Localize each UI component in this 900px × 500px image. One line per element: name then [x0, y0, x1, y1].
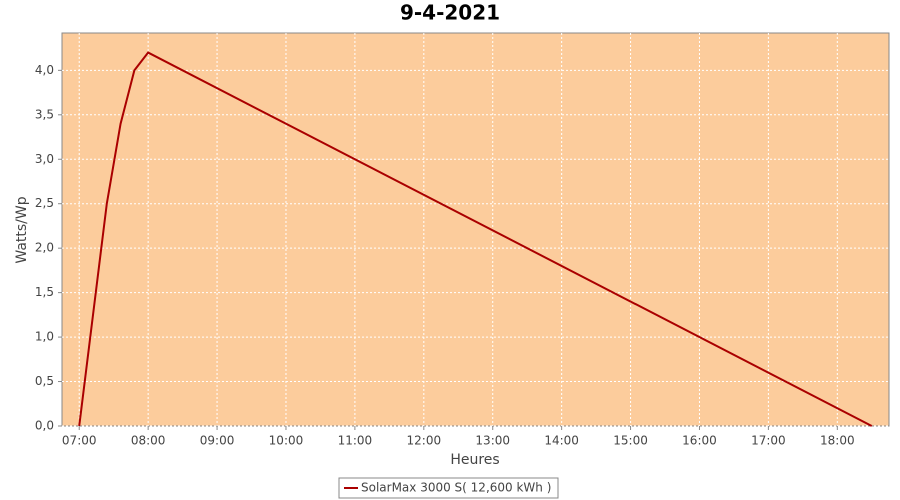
x-tick-label: 15:00	[613, 434, 648, 448]
y-tick-label: 2,5	[35, 196, 54, 210]
y-tick-label: 1,5	[35, 285, 54, 299]
chart-title: 9-4-2021	[400, 1, 500, 25]
x-tick-label: 12:00	[407, 434, 442, 448]
x-tick-label: 18:00	[820, 434, 855, 448]
legend-box	[338, 477, 559, 499]
y-tick-label: 3,5	[35, 107, 54, 121]
x-tick-label: 10:00	[269, 434, 304, 448]
plot-area	[61, 32, 890, 427]
x-tick-label: 17:00	[751, 434, 786, 448]
y-tick-label: 1,0	[35, 330, 54, 344]
y-tick-label: 4,0	[35, 63, 54, 77]
x-tick-label: 09:00	[200, 434, 235, 448]
y-axis-label: Watts/Wp	[14, 196, 30, 263]
x-tick-label: 14:00	[544, 434, 579, 448]
x-tick-label: 08:00	[131, 434, 166, 448]
x-tick-label: 07:00	[62, 434, 97, 448]
y-tick-label: 2,0	[35, 241, 54, 255]
y-tick-label: 0,5	[35, 374, 54, 388]
x-tick-label: 11:00	[338, 434, 373, 448]
x-axis-label: Heures	[450, 452, 499, 468]
x-tick-label: 16:00	[682, 434, 717, 448]
y-tick-label: 3,0	[35, 152, 54, 166]
y-tick-label: 0,0	[35, 419, 54, 433]
series-line	[78, 51, 873, 427]
x-tick-label: 13:00	[475, 434, 510, 448]
legend-label: SolarMax 3000 S( 12,600 kWh )	[361, 481, 551, 495]
